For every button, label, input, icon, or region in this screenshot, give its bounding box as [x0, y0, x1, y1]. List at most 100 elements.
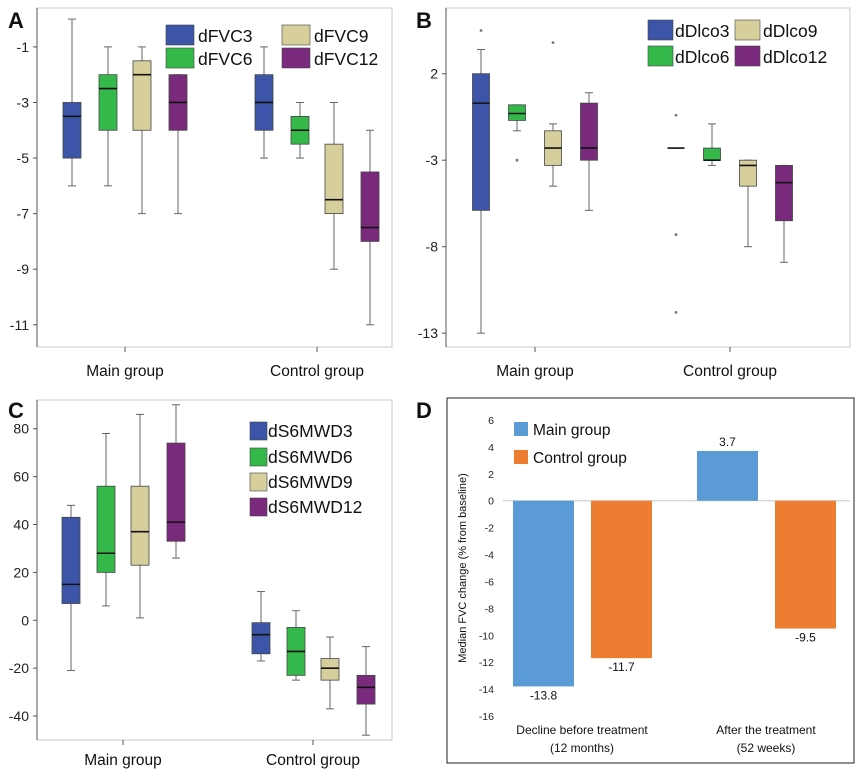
- y-tick-label: -14: [479, 684, 494, 696]
- y-tick-label: -3: [426, 152, 439, 168]
- box-ddlco12: [580, 102, 598, 161]
- panel-b-boxplot: 2 -3 -8 -13 Main group Control group dDlco3 dDl…: [418, 7, 851, 380]
- box-ddlco6: [703, 147, 721, 161]
- y-tick-label: -2: [485, 523, 494, 535]
- y-tick-label: -11: [10, 317, 29, 333]
- x-category-label: After the treatment: [716, 723, 816, 737]
- bar-value-label: -11.7: [608, 660, 635, 674]
- bar-control-group: [591, 500, 652, 659]
- legend-label: dDlco9: [763, 21, 817, 41]
- y-tick-label: 20: [13, 564, 29, 580]
- x-category-label: Control group: [270, 363, 364, 380]
- box-ddlco6: [508, 104, 526, 121]
- y-tick-label: -40: [9, 708, 29, 724]
- legend-swatch-ds6mwd6: [249, 447, 268, 467]
- box-ds6mwd12: [356, 674, 376, 705]
- box-dfvc9: [132, 60, 152, 131]
- legend-label: dS6MWD3: [268, 421, 353, 441]
- legend-swatch-control-group: [514, 450, 528, 464]
- legend-label: dFVC12: [314, 49, 378, 69]
- y-tick-label: -9: [17, 261, 30, 277]
- box-ddlco9: [739, 159, 757, 187]
- x-category-label: Decline before treatment: [516, 723, 648, 737]
- legend-label: dS6MWD9: [268, 472, 353, 492]
- panel-label-c: C: [8, 398, 24, 423]
- legend-label: dDlco6: [675, 47, 729, 67]
- bar-control-group: [775, 500, 836, 629]
- legend-swatch-dfvc3: [165, 24, 195, 46]
- legend-swatch-ds6mwd3: [249, 421, 268, 441]
- y-tick-label: -20: [9, 660, 29, 676]
- box-ddlco12: [775, 164, 793, 222]
- box-ds6mwd6: [96, 485, 116, 573]
- legend-swatch-ddlco6: [647, 45, 674, 67]
- box-ds6mwd12: [166, 442, 186, 542]
- legend-label: Main group: [533, 422, 611, 439]
- y-tick-label: -13: [418, 325, 438, 341]
- legend-label: dFVC6: [198, 49, 252, 69]
- outlier-point: [479, 29, 483, 32]
- y-tick-label: 2: [488, 469, 494, 481]
- legend-label: dDlco12: [763, 47, 827, 67]
- box-dfvc12: [360, 171, 380, 242]
- x-category-label: Main group: [84, 752, 162, 769]
- y-tick-label: 40: [13, 517, 29, 533]
- legend-swatch-ddlco9: [734, 19, 761, 41]
- bar-value-label: -9.5: [795, 631, 816, 645]
- panel-label-a: A: [8, 8, 24, 33]
- panel-a-boxplot: -1 -3 -5 -7 -9 -11 Main group Control group dFVC…: [10, 7, 393, 380]
- bar-main-group: [697, 450, 758, 501]
- y-tick-label: -3: [17, 94, 30, 110]
- y-tick-label: 80: [13, 421, 29, 437]
- y-tick-label: 6: [488, 415, 494, 427]
- y-tick-label: -1: [17, 39, 30, 55]
- legend-swatch-ds6mwd9: [249, 472, 268, 492]
- bar-value-label: 3.7: [719, 435, 736, 449]
- y-tick-label: -12: [479, 657, 494, 669]
- box-ds6mwd9: [320, 658, 340, 681]
- panel-label-d: D: [416, 398, 432, 423]
- outlier-point: [515, 158, 519, 162]
- x-category-label: Control group: [266, 752, 360, 769]
- outlier-point: [674, 233, 678, 236]
- legend-label: dDlco3: [675, 21, 729, 41]
- y-tick-label: 2: [430, 66, 438, 82]
- y-tick-label: -6: [485, 576, 494, 588]
- panel-label-b: B: [416, 8, 432, 33]
- panel-d-border: [446, 397, 855, 764]
- x-category-sublabel: (52 weeks): [737, 741, 796, 755]
- box-ds6mwd9: [130, 485, 150, 566]
- legend-label: dFVC9: [314, 26, 368, 46]
- legend-swatch-ddlco12: [734, 45, 761, 67]
- box-dfvc6: [98, 74, 118, 131]
- y-tick-label: -5: [17, 150, 30, 166]
- legend-label: Control group: [533, 450, 627, 467]
- box-dfvc3: [62, 102, 82, 159]
- box-dfvc9: [324, 143, 344, 215]
- y-tick-label: -16: [479, 711, 494, 723]
- y-tick-label: 0: [21, 612, 29, 628]
- legend-swatch-ddlco3: [647, 19, 674, 41]
- legend-swatch-dfvc6: [165, 47, 195, 69]
- panel-c-boxplot: 80 60 40 20 0 -20 -40 Main group Control group dS…: [9, 399, 393, 769]
- legend-swatch-main-group: [514, 422, 528, 436]
- y-tick-label: -8: [485, 603, 494, 615]
- panel-d-barchart: 6 4 2 0 -2 -4 -6 -8 -10 -12 -14 -16 Median FVC chang…: [446, 397, 855, 764]
- outlier-point: [674, 311, 678, 314]
- x-category-label: Main group: [86, 363, 164, 380]
- box-ds6mwd3: [61, 516, 81, 604]
- x-category-sublabel: (12 months): [550, 741, 614, 755]
- y-tick-label: -8: [426, 239, 439, 255]
- legend-swatch-dfvc9: [281, 24, 311, 46]
- x-category-label: Control group: [683, 363, 777, 380]
- y-tick-label: -4: [485, 550, 494, 562]
- outlier-point: [551, 41, 555, 44]
- x-category-label: Main group: [496, 363, 574, 380]
- legend-swatch-ds6mwd12: [249, 497, 268, 517]
- y-tick-label: 60: [13, 469, 29, 485]
- bar-main-group: [513, 500, 574, 687]
- box-ddlco3: [472, 73, 490, 211]
- y-tick-label: -7: [17, 206, 30, 222]
- legend-label: dS6MWD6: [268, 447, 353, 467]
